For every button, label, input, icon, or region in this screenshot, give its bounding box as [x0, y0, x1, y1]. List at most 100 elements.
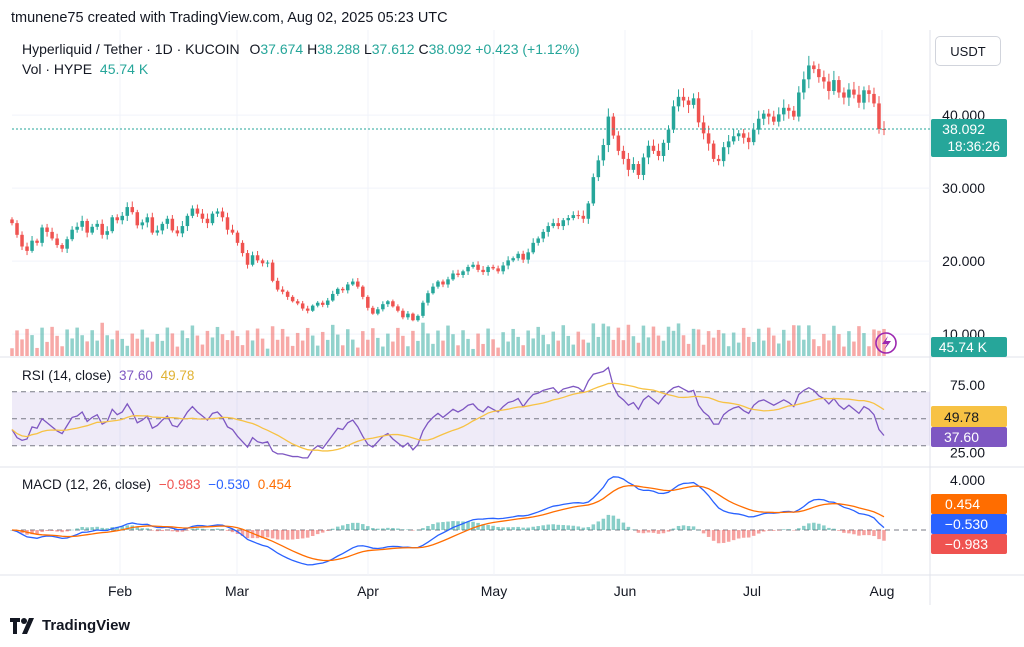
- brand-name: TradingView: [42, 617, 131, 634]
- close-label: C: [418, 41, 429, 57]
- rsi-ma-value: 49.78: [160, 368, 195, 383]
- macd-hist-bar: [516, 526, 520, 530]
- macd-hist-bar: [285, 530, 290, 540]
- macd-hist-bar: [711, 530, 716, 541]
- candle-body: [180, 226, 185, 234]
- candle-body: [541, 231, 545, 239]
- macd-hist-bar: [45, 530, 49, 531]
- volume-bar: [576, 331, 581, 356]
- open-label: O: [249, 41, 261, 57]
- macd-hist-bar: [671, 528, 676, 530]
- volume-bar: [661, 340, 666, 356]
- macd-hist-bar: [200, 528, 205, 530]
- macd-hist-bar: [356, 522, 360, 530]
- rsi-pane: [11, 366, 930, 459]
- volume-bar: [341, 345, 345, 356]
- macd-hist-bar: [586, 527, 591, 530]
- volume-legend[interactable]: Vol · HYPE 45.74 K: [22, 61, 148, 77]
- volume-bar: [115, 330, 119, 356]
- candle-body: [466, 266, 470, 272]
- macd-hist-bar: [426, 525, 430, 530]
- volume-bar: [361, 331, 365, 356]
- candle-body: [205, 218, 210, 224]
- volume-bar: [441, 340, 445, 356]
- volume-bar: [526, 330, 530, 356]
- candle-body: [195, 208, 200, 214]
- candle-body: [255, 255, 260, 261]
- candle-body: [80, 220, 84, 227]
- candle-body: [416, 315, 420, 321]
- macd-line-value: −0.530: [208, 477, 250, 492]
- macd-signal-badge: 0.454: [931, 494, 1007, 514]
- volume-bar: [130, 333, 135, 356]
- macd-hist-bar: [391, 527, 395, 530]
- tradingview-logo[interactable]: TradingView: [10, 617, 130, 634]
- volume-bar: [676, 323, 681, 356]
- candle-body: [145, 217, 150, 223]
- candle-body: [797, 92, 801, 117]
- candle-body: [681, 96, 686, 101]
- candle-body: [852, 89, 856, 95]
- candle-body: [451, 273, 455, 280]
- volume-bar: [50, 326, 54, 356]
- macd-signal-badge-bg: [931, 494, 1007, 514]
- macd-hist-bar: [651, 530, 656, 533]
- candle-body: [300, 303, 305, 309]
- volume-bar: [170, 333, 175, 356]
- volume-badge: 45.74 K: [931, 337, 1007, 357]
- macd-hist-bar: [596, 521, 601, 530]
- volume-bar: [691, 328, 696, 356]
- macd-hist-bar: [782, 529, 786, 530]
- macd-hist-bar: [511, 527, 515, 530]
- macd-hist-bar: [676, 525, 681, 530]
- volume-bar: [15, 330, 19, 356]
- macd-hist-bar: [90, 527, 94, 530]
- volume-bar: [446, 325, 450, 356]
- candle-body: [240, 242, 245, 254]
- macd-hist-bar: [792, 530, 796, 531]
- macd-hist-bar: [771, 530, 776, 531]
- macd-hist-bar: [225, 530, 230, 531]
- macd-hist-bar: [386, 527, 390, 530]
- macd-hist-bar: [561, 525, 566, 530]
- candle-body: [436, 281, 440, 287]
- rsi-legend[interactable]: RSI (14, close) 37.60 49.78: [22, 368, 194, 383]
- volume-bar: [566, 335, 571, 356]
- candle-body: [330, 293, 335, 301]
- volume-bar: [40, 327, 44, 356]
- candle-body: [721, 147, 726, 162]
- bolt-icon: [875, 332, 897, 354]
- volume-bar: [486, 328, 490, 356]
- volume-bar: [817, 346, 821, 356]
- candle-body: [516, 253, 520, 259]
- symbol-legend[interactable]: Hyperliquid / Tether · 1D · KUCOIN O37.6…: [22, 41, 580, 57]
- candle-body: [160, 223, 165, 231]
- volume-bar: [70, 338, 74, 356]
- candle-body: [40, 227, 44, 243]
- high-label: H: [307, 41, 318, 57]
- macd-hist-bar: [581, 527, 586, 530]
- volume-bar: [45, 341, 49, 356]
- volume-bar: [421, 322, 425, 356]
- candle-body: [877, 103, 881, 129]
- volume-bar: [205, 330, 210, 356]
- volume-bar: [731, 332, 736, 356]
- macd-hist-bar: [787, 529, 791, 530]
- macd-hist-bar: [526, 527, 530, 530]
- volume-bar: [20, 339, 24, 356]
- macd-hist-bar: [471, 521, 475, 530]
- macd-hist-bar: [421, 528, 425, 530]
- macd-hist-bar: [431, 524, 435, 530]
- macd-line: [11, 476, 885, 566]
- candle-body: [20, 234, 24, 247]
- macd-signal-badge-label: 0.454: [945, 496, 980, 512]
- macd-hist-bar: [115, 526, 119, 530]
- macd-hist-bar: [556, 524, 561, 530]
- currency-unit-button[interactable]: USDT: [935, 36, 1001, 66]
- volume-bar: [265, 348, 270, 356]
- volume-bar: [581, 339, 586, 356]
- macd-legend[interactable]: MACD (12, 26, close) −0.983 −0.530 0.454: [22, 477, 291, 492]
- volume-bar: [466, 338, 470, 356]
- macd-hist-bar: [882, 530, 886, 541]
